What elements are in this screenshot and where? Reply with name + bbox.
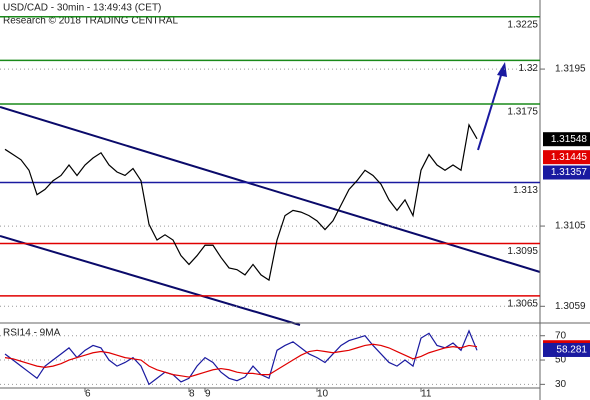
level-label: 1.313: [513, 185, 538, 196]
price-tag-label: 1.31357: [551, 167, 588, 178]
price-tag-label: 58.281: [556, 345, 587, 356]
price-tag: [543, 165, 590, 180]
level-label: 1.3225: [507, 19, 538, 30]
rsi-title: RSI14 - 9MA: [3, 328, 61, 339]
level-label: 1.3175: [507, 107, 538, 118]
level-label: 1.32: [519, 63, 539, 74]
series-line: [4, 343, 478, 378]
x-tick-label: 6: [85, 389, 91, 400]
price-tag: [543, 342, 590, 357]
price-tag-label: 1.31445: [551, 152, 588, 163]
y-tick-label: 50: [555, 355, 567, 366]
y-tick-label: 30: [555, 379, 567, 390]
x-tick-label: 8: [189, 389, 195, 400]
price-tag: [543, 150, 590, 165]
channel-upper: [0, 106, 541, 273]
price-tag-label: 1.31548: [551, 134, 588, 145]
price-tag: [543, 132, 590, 147]
x-tick-label: 10: [317, 389, 329, 400]
forecast-arrow: [477, 62, 507, 151]
y-tick-label: 1.3105: [555, 221, 586, 232]
arrow-shaft: [477, 71, 503, 151]
arrow-head: [497, 62, 507, 77]
level-label: 1.3095: [507, 246, 538, 257]
chart-subtitle: Research © 2018 TRADING CENTRAL: [3, 16, 178, 27]
series-line: [4, 329, 478, 386]
chart-title: USD/CAD - 30min - 13:49:43 (CET): [3, 3, 161, 14]
y-tick-label: 70: [555, 330, 567, 341]
channel-lower: [0, 235, 301, 326]
y-tick-label: 1.3059: [555, 301, 586, 312]
trend-channel: [0, 106, 541, 326]
y-tick-label: 1.3195: [555, 64, 586, 75]
series-line: [4, 123, 478, 282]
x-tick-label: 11: [421, 389, 432, 400]
x-tick-label: 9: [205, 389, 211, 400]
level-label: 1.3065: [507, 298, 538, 309]
